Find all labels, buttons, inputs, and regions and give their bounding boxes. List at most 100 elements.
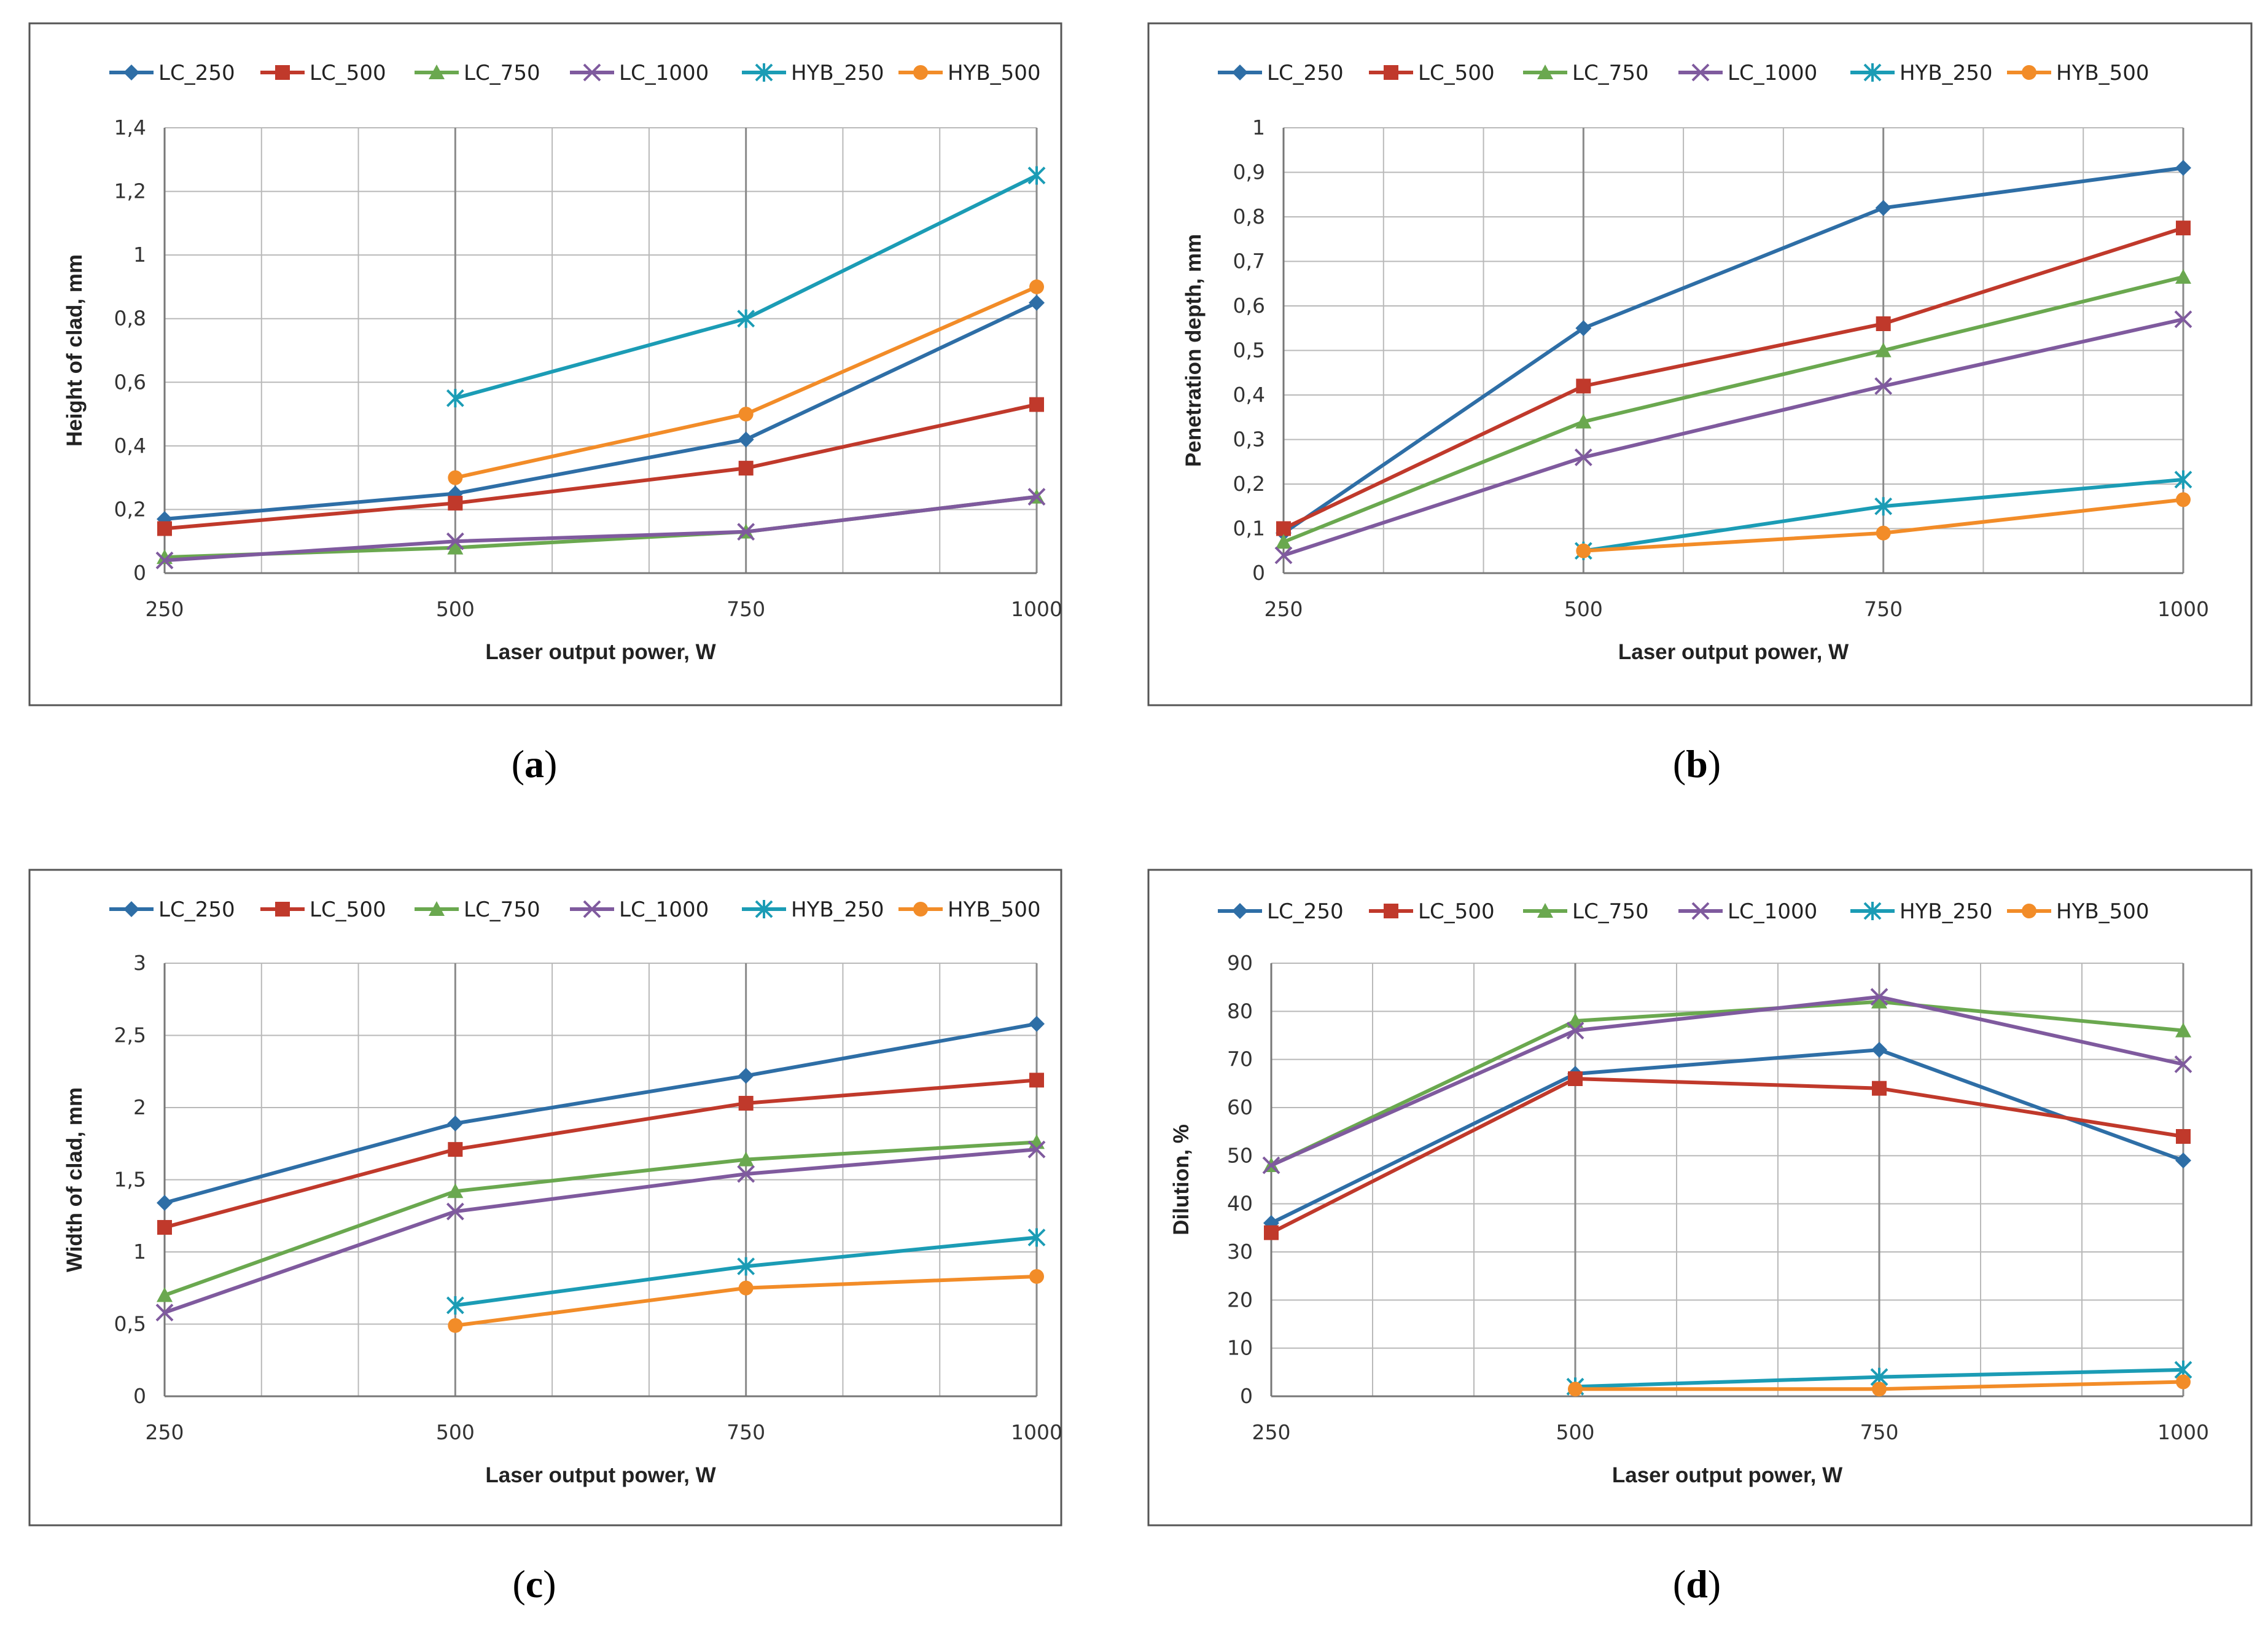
series-line <box>1282 226 2184 531</box>
series-LC_500 <box>157 1073 1044 1235</box>
x-tick-label: 750 <box>1864 597 1903 621</box>
series-LC_1000 <box>155 488 1046 569</box>
panel-caption: (d) <box>1673 1562 1721 1606</box>
y-tick-label: 70 <box>1227 1047 1253 1071</box>
y-tick-label: 30 <box>1227 1240 1253 1264</box>
y-tick-label: 1,2 <box>114 179 146 203</box>
data-point <box>1276 534 1292 549</box>
data-point <box>2174 310 2192 329</box>
series-line <box>1282 166 2184 535</box>
data-point <box>448 496 463 511</box>
legend-label: LC_500 <box>310 61 386 85</box>
legend: LC_250 LC_500 LC_750 LC_1000 HYB_250 HYB_500 <box>1218 899 2149 924</box>
legend-marker <box>2022 904 2036 918</box>
y-tick-label: 0,9 <box>1233 160 1265 184</box>
x-tick-label: 500 <box>1556 1420 1595 1444</box>
y-tick-label: 0,5 <box>114 1312 146 1336</box>
data-point <box>2174 1055 2192 1073</box>
legend-marker <box>1537 903 1553 918</box>
legend-marker <box>1691 63 1710 82</box>
y-tick-label: 0,8 <box>1233 205 1265 229</box>
y-tick-label: 0,3 <box>1233 428 1265 452</box>
legend-marker <box>1863 63 1882 82</box>
data-point <box>448 1318 463 1333</box>
y-axis-title: Width of clad, mm <box>63 1087 87 1272</box>
data-point <box>1872 1382 1887 1397</box>
legend-label: LC_750 <box>464 61 540 85</box>
legend-label: LC_750 <box>1572 899 1649 924</box>
legend-label: LC_1000 <box>619 897 709 922</box>
legend-label: LC_750 <box>464 897 540 922</box>
data-point <box>738 1095 754 1111</box>
x-axis-title: Laser output power, W <box>1612 1463 1842 1487</box>
x-axis-title: Laser output power, W <box>1618 640 1849 664</box>
series-line <box>1270 1048 2184 1225</box>
x-tick-label: 1000 <box>1011 1420 1062 1444</box>
legend: LC_250 LC_500 LC_750 LC_1000 HYB_250 HYB_500 <box>109 897 1041 922</box>
legend-marker <box>2022 65 2036 80</box>
series-LC_500 <box>1264 1071 2191 1240</box>
y-axis-title: Penetration depth, mm <box>1182 234 1206 467</box>
x-axis-title: Laser output power, W <box>485 1463 715 1487</box>
data-point <box>738 431 754 448</box>
y-tick-label: 3 <box>133 951 146 975</box>
legend-label: HYB_500 <box>948 61 1041 85</box>
series-LC_250 <box>157 1015 1045 1211</box>
legend-label: LC_500 <box>310 897 386 922</box>
data-point <box>1874 497 1893 516</box>
legend-marker <box>913 65 928 80</box>
x-tick-label: 750 <box>727 597 765 621</box>
data-point <box>1027 1140 1046 1159</box>
data-point <box>2175 1152 2191 1169</box>
legend-label: HYB_250 <box>1900 899 1993 924</box>
data-point <box>155 1304 174 1322</box>
y-tick-label: 80 <box>1227 999 1253 1023</box>
series-LC_1000 <box>1274 310 2192 565</box>
series-LC_250 <box>1276 160 2191 541</box>
data-point <box>446 1296 464 1315</box>
y-tick-label: 0,7 <box>1233 249 1265 273</box>
series-HYB_500 <box>448 1269 1044 1333</box>
series-line <box>1270 999 2184 1167</box>
legend-marker <box>429 901 445 916</box>
y-tick-label: 90 <box>1227 951 1253 975</box>
panel-caption: (b) <box>1673 742 1721 786</box>
legend-marker <box>1537 65 1553 79</box>
y-tick-label: 0,6 <box>1233 294 1265 318</box>
legend-label: HYB_500 <box>948 897 1041 922</box>
chart-frame <box>28 22 1062 706</box>
x-tick-label: 750 <box>1860 1420 1899 1444</box>
legend-label: HYB_250 <box>1900 61 1993 85</box>
y-tick-label: 0,1 <box>1233 517 1265 541</box>
panel-caption: (a) <box>512 742 558 786</box>
series-line <box>164 1147 1037 1315</box>
data-point <box>1566 1022 1584 1040</box>
data-point <box>1871 993 1887 1009</box>
legend-label: HYB_500 <box>2056 61 2149 85</box>
x-tick-label: 500 <box>1564 597 1603 621</box>
y-tick-label: 0,4 <box>114 434 146 458</box>
legend-label: LC_1000 <box>1728 61 1817 85</box>
data-point <box>1029 1073 1044 1088</box>
data-point <box>737 1257 755 1276</box>
x-tick-label: 1000 <box>2157 597 2209 621</box>
series-HYB_500 <box>448 279 1044 485</box>
chart-panel-d: 0 10 20 30 40 50 60 70 80 90 250 500 750 1000 Laser ou… <box>1147 869 2253 1527</box>
data-point <box>1568 1071 1583 1086</box>
y-tick-label: 1 <box>1252 115 1265 139</box>
series-line <box>164 402 1037 531</box>
series-HYB_250 <box>446 1228 1046 1315</box>
data-point <box>2175 160 2191 176</box>
data-point <box>447 1183 464 1198</box>
data-point <box>1875 342 1892 358</box>
y-tick-label: 10 <box>1227 1336 1253 1360</box>
legend-label: LC_500 <box>1418 61 1495 85</box>
data-point <box>2176 221 2191 236</box>
legend-marker <box>1232 65 1248 80</box>
x-tick-label: 250 <box>1252 1420 1291 1444</box>
x-tick-label: 1000 <box>1011 597 1062 621</box>
y-tick-label: 20 <box>1227 1288 1253 1312</box>
legend: LC_250 LC_500 LC_750 LC_1000 HYB_250 HYB_500 <box>109 61 1041 85</box>
x-tick-label: 500 <box>436 597 475 621</box>
